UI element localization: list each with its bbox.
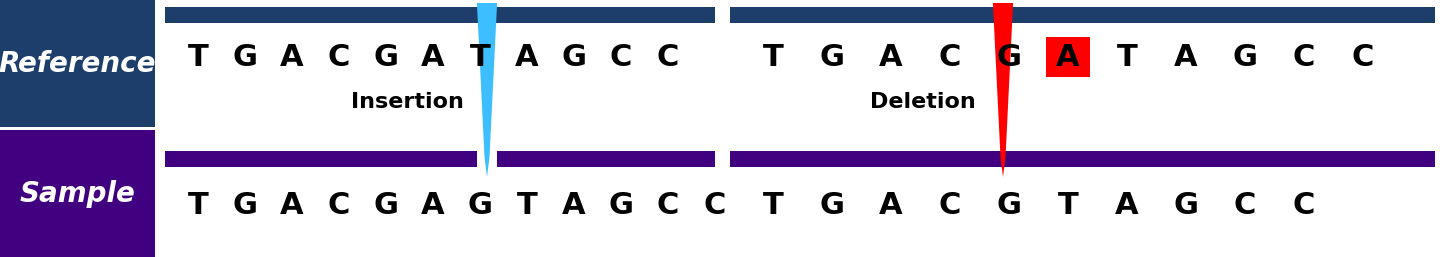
Text: A: A	[1115, 190, 1139, 219]
Text: C: C	[939, 42, 960, 71]
Text: G: G	[373, 190, 399, 219]
Bar	[497, 151, 716, 167]
Text: Reference: Reference	[0, 50, 157, 78]
Bar	[730, 151, 1436, 167]
Text: T: T	[517, 190, 537, 219]
Text: A: A	[562, 190, 586, 219]
Text: A: A	[281, 190, 304, 219]
Text: C: C	[1293, 190, 1315, 219]
Text: A: A	[1056, 42, 1080, 71]
Text: G: G	[996, 190, 1021, 219]
Text: G: G	[819, 190, 844, 219]
Text: T: T	[187, 190, 209, 219]
Bar	[477, 3, 497, 5]
Text: T: T	[1057, 190, 1079, 219]
Text: Deletion: Deletion	[870, 92, 976, 112]
Text: G: G	[232, 42, 258, 71]
Text: T: T	[1116, 42, 1138, 71]
Text: A: A	[281, 42, 304, 71]
Text: Insertion: Insertion	[350, 92, 464, 112]
Text: G: G	[1233, 42, 1257, 71]
Text: C: C	[1293, 42, 1315, 71]
Text: Sample: Sample	[20, 179, 135, 207]
Bar	[166, 151, 477, 167]
Text: G: G	[996, 42, 1021, 71]
Polygon shape	[994, 5, 1012, 177]
Text: T: T	[763, 42, 783, 71]
Text: G: G	[373, 42, 399, 71]
Polygon shape	[477, 5, 497, 177]
Text: T: T	[187, 42, 209, 71]
Text: C: C	[1234, 190, 1256, 219]
Text: G: G	[562, 42, 586, 71]
Bar	[994, 3, 1012, 5]
Text: A: A	[1174, 42, 1198, 71]
Text: G: G	[1174, 190, 1198, 219]
Text: C: C	[657, 42, 680, 71]
Text: A: A	[880, 42, 903, 71]
Text: A: A	[420, 42, 445, 71]
Text: A: A	[516, 42, 539, 71]
Text: C: C	[609, 42, 632, 71]
Text: G: G	[468, 190, 492, 219]
Bar	[0, 0, 156, 127]
Text: T: T	[469, 42, 491, 71]
Text: C: C	[328, 42, 350, 71]
Bar	[0, 130, 156, 257]
Bar	[166, 7, 716, 23]
Text: G: G	[609, 190, 634, 219]
Bar	[1045, 37, 1090, 77]
Text: A: A	[880, 190, 903, 219]
Text: G: G	[232, 190, 258, 219]
Bar	[730, 7, 1436, 23]
Text: C: C	[939, 190, 960, 219]
Text: C: C	[704, 190, 726, 219]
Text: T: T	[763, 190, 783, 219]
Text: A: A	[420, 190, 445, 219]
Text: G: G	[819, 42, 844, 71]
Text: C: C	[657, 190, 680, 219]
Text: C: C	[328, 190, 350, 219]
Text: C: C	[1352, 42, 1374, 71]
